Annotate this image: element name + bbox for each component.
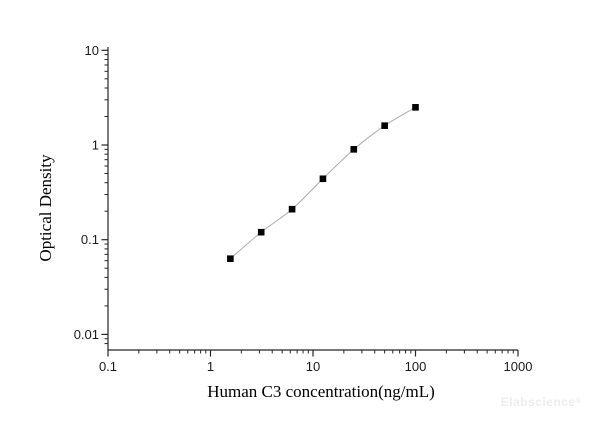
data-point-marker <box>381 122 388 129</box>
y-tick-label: 0.01 <box>74 327 99 342</box>
x-tick-label: 100 <box>405 359 427 374</box>
data-point-marker <box>350 146 358 153</box>
y-tick-label: 0.1 <box>81 232 99 247</box>
watermark-registered-mark: ® <box>576 397 582 405</box>
data-point-marker <box>257 228 265 236</box>
standard-curve-line <box>230 106 416 260</box>
x-axis-title: Human C3 concentration(ng/mL) <box>207 382 435 401</box>
data-point-marker <box>412 104 419 111</box>
data-point-marker <box>288 205 296 213</box>
x-tick-label: 1 <box>207 359 214 374</box>
x-tick-label: 1000 <box>504 359 533 374</box>
y-axis-title: Optical Density <box>36 154 55 262</box>
x-tick-label: 10 <box>306 359 320 374</box>
x-tick-label: 0.1 <box>99 359 117 374</box>
y-tick-label: 1 <box>92 138 99 153</box>
data-point-marker <box>227 255 234 263</box>
y-tick-label: 10 <box>85 43 99 58</box>
data-point-marker <box>319 175 327 183</box>
watermark-logo: Elabscience® <box>501 395 582 409</box>
